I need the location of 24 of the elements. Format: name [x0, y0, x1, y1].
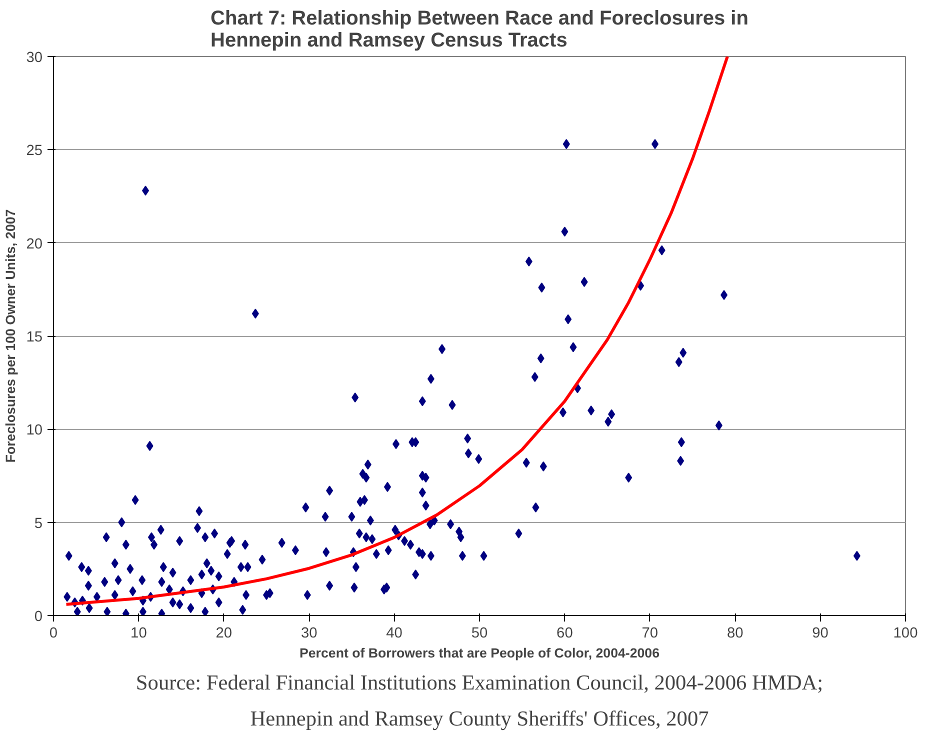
x-tick-label: 30: [300, 626, 318, 642]
x-tick-label: 70: [642, 626, 658, 642]
x-tick-label: 10: [130, 626, 147, 642]
x-tick-label: 100: [893, 626, 918, 642]
y-tick-label: 15: [26, 330, 43, 346]
y-axis-title: Foreclosures per 100 Owner Units, 2007: [3, 209, 18, 463]
x-tick-label: 80: [726, 626, 744, 642]
y-tick-label: 5: [34, 516, 43, 532]
y-tick-label: 30: [26, 50, 43, 66]
x-tick-label: 60: [556, 626, 573, 642]
x-tick-label: 90: [812, 626, 828, 642]
x-tick-label: 0: [49, 626, 58, 642]
chart-title: Chart 7: Relationship Between Race and Foreclosures in Hennepin and Ramsey Census Tracts: [210, 8, 748, 52]
y-tick-label: 20: [26, 236, 43, 252]
y-tick-label: 10: [26, 422, 43, 439]
text: Hennepin and Ramsey County Sheriffs' Offices, 2007: [250, 706, 710, 730]
x-axis-title: Percent of Borrowers that are People of Color, 2004-2006: [300, 646, 660, 660]
y-tick-label: 0: [34, 609, 43, 625]
x-tick-label: 50: [471, 626, 488, 642]
line-series: [64, 56, 729, 606]
x-tick-label: 20: [216, 626, 232, 642]
x-tick-label: 40: [386, 626, 402, 642]
y-tick-label: 25: [26, 143, 43, 160]
source-note: Source: Federal Financial Institutions Examination Council, 2004-2006 HMDA;: [136, 670, 824, 694]
